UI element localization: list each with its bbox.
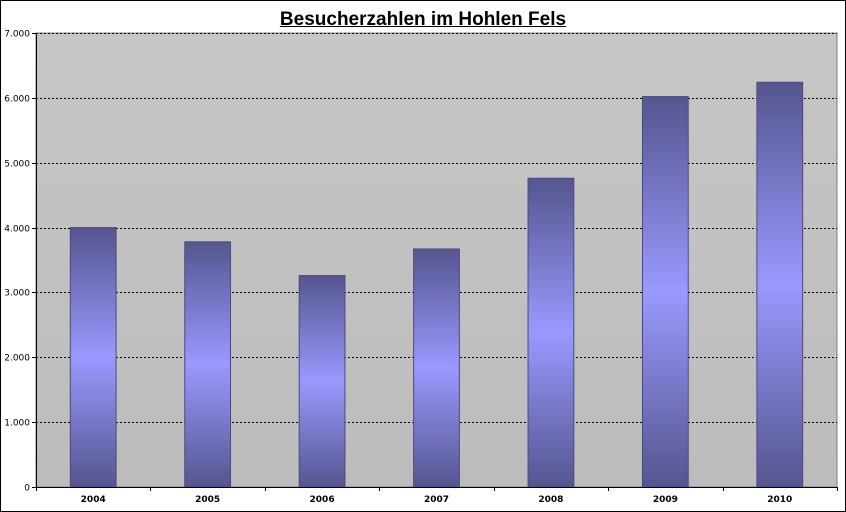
x-tick-label: 2005 — [195, 495, 220, 505]
x-axis-ticks: 2004 2005 2006 2007 2008 2009 2010 — [36, 487, 838, 505]
y-tick-label: 1.000 — [4, 419, 30, 429]
x-tick-label: 2006 — [310, 495, 335, 505]
y-axis-ticks: 0 1.000 2.000 3.000 4.000 5.000 6.000 7.000 — [4, 30, 36, 494]
x-tick-label: 2010 — [767, 495, 792, 505]
x-tick-label: 2008 — [538, 495, 563, 505]
bar-2004 — [69, 227, 117, 488]
bar-2010 — [756, 81, 804, 488]
y-tick-label: 6.000 — [4, 95, 30, 105]
bar-2008 — [527, 177, 575, 488]
bar-2007 — [413, 248, 460, 488]
y-tick-label: 5.000 — [4, 160, 30, 170]
x-tick-label: 2007 — [424, 495, 449, 505]
bars — [69, 81, 804, 488]
y-tick-label: 2.000 — [4, 354, 30, 364]
y-tick-label: 3.000 — [4, 289, 30, 299]
bar-2005 — [184, 241, 232, 488]
y-tick-label: 0 — [24, 484, 30, 494]
y-tick-label: 4.000 — [4, 225, 30, 235]
x-tick-label: 2009 — [653, 495, 678, 505]
y-tick-label: 7.000 — [4, 30, 30, 40]
bar-2006 — [298, 275, 346, 488]
axes — [36, 33, 837, 488]
x-tick-label: 2004 — [81, 495, 106, 505]
chart-title: Besucherzahlen im Hohlen Fels — [279, 9, 567, 30]
bar-2009 — [641, 96, 689, 488]
